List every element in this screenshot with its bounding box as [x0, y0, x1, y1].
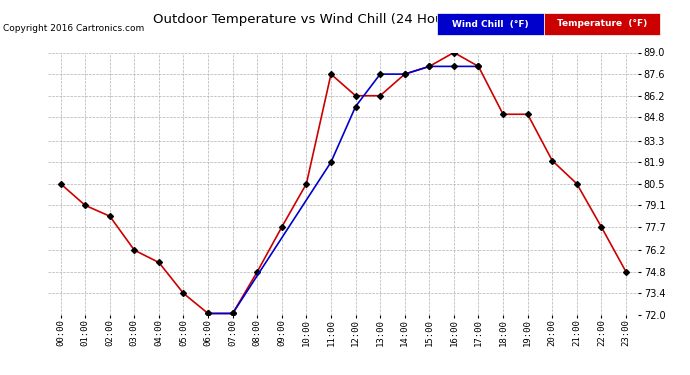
Text: Copyright 2016 Cartronics.com: Copyright 2016 Cartronics.com [3, 24, 145, 33]
Text: Outdoor Temperature vs Wind Chill (24 Hours)  20160725: Outdoor Temperature vs Wind Chill (24 Ho… [153, 13, 537, 26]
Text: Wind Chill  (°F): Wind Chill (°F) [452, 20, 529, 28]
Text: Temperature  (°F): Temperature (°F) [557, 20, 647, 28]
